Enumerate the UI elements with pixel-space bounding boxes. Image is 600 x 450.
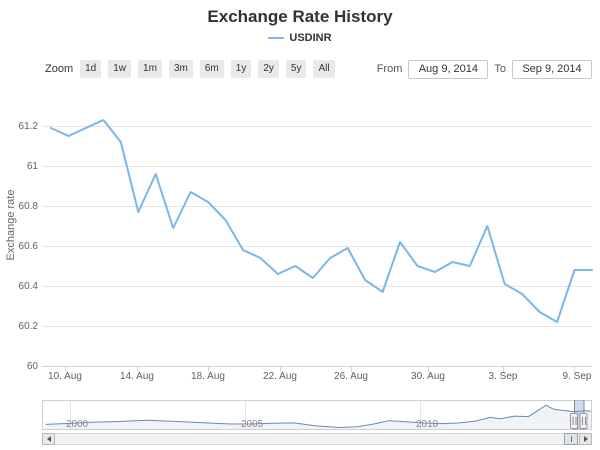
scrollbar-thumb[interactable] <box>564 433 578 445</box>
usdinr-line-series <box>50 119 593 323</box>
scrollbar-track[interactable] <box>42 433 592 445</box>
navigator-year-label: 2010 <box>416 419 439 430</box>
scrollbar-left-button[interactable] <box>42 433 55 445</box>
navigator-year-label: 2000 <box>66 419 89 430</box>
legend-series-line-icon <box>268 37 285 39</box>
y-axis-label: 61 <box>26 161 38 172</box>
range-button-1m[interactable]: 1m <box>138 60 162 78</box>
navigator-selected-range[interactable] <box>574 400 584 430</box>
x-axis-label: 30. Aug <box>411 371 445 382</box>
range-button-5y[interactable]: 5y <box>285 60 307 78</box>
navigator-line-series <box>45 404 592 429</box>
range-button-2y[interactable]: 2y <box>258 60 279 78</box>
range-button-1d[interactable]: 1d <box>80 60 102 78</box>
y-axis-label: 60.4 <box>18 281 38 292</box>
scrollbar-right-button[interactable] <box>579 433 592 445</box>
zoom-label: Zoom <box>45 63 74 75</box>
range-button-1y[interactable]: 1y <box>230 60 252 78</box>
from-date-input[interactable] <box>408 59 489 79</box>
navigator-area-series <box>45 405 592 430</box>
from-label: From <box>376 63 403 75</box>
legend-series-label: USDINR <box>289 32 332 44</box>
x-axis-label: 18. Aug <box>191 371 225 382</box>
to-label: To <box>494 63 506 75</box>
y-axis-label: 60.6 <box>18 241 38 252</box>
x-axis-label: 26. Aug <box>334 371 368 382</box>
range-button-all[interactable]: All <box>313 60 335 78</box>
x-axis-label: 22. Aug <box>263 371 297 382</box>
x-axis-label: 9. Sep <box>562 371 592 382</box>
y-axis-label: 60 <box>26 361 38 372</box>
to-date-input[interactable] <box>512 59 592 79</box>
range-button-3m[interactable]: 3m <box>168 60 193 78</box>
x-axis-label: 10. Aug <box>48 371 82 382</box>
y-axis-label: 60.8 <box>18 201 38 212</box>
chart-title: Exchange Rate History <box>207 7 393 26</box>
range-selector-date-group: From To <box>377 59 592 79</box>
x-axis-label: 3. Sep <box>488 371 518 382</box>
navigator-outline <box>42 400 592 430</box>
x-axis-label: 14. Aug <box>120 371 154 382</box>
range-button-1w[interactable]: 1w <box>108 60 132 78</box>
scrollbar-right-arrow-icon <box>583 436 588 442</box>
range-selector-zoom-group: Zoom 1d 1w 1m 3m 6m 1y 2y 5y All <box>45 59 335 79</box>
navigator-year-label: 2005 <box>241 419 264 430</box>
legend[interactable]: USDINR <box>0 32 600 44</box>
y-axis-label: 61.2 <box>18 121 38 132</box>
range-button-6m[interactable]: 6m <box>199 60 224 78</box>
y-axis-label: 60.2 <box>18 321 38 332</box>
range-buttons: 1d 1w 1m 3m 6m 1y 2y 5y All <box>80 60 335 78</box>
scrollbar-left-arrow-icon <box>46 436 51 442</box>
